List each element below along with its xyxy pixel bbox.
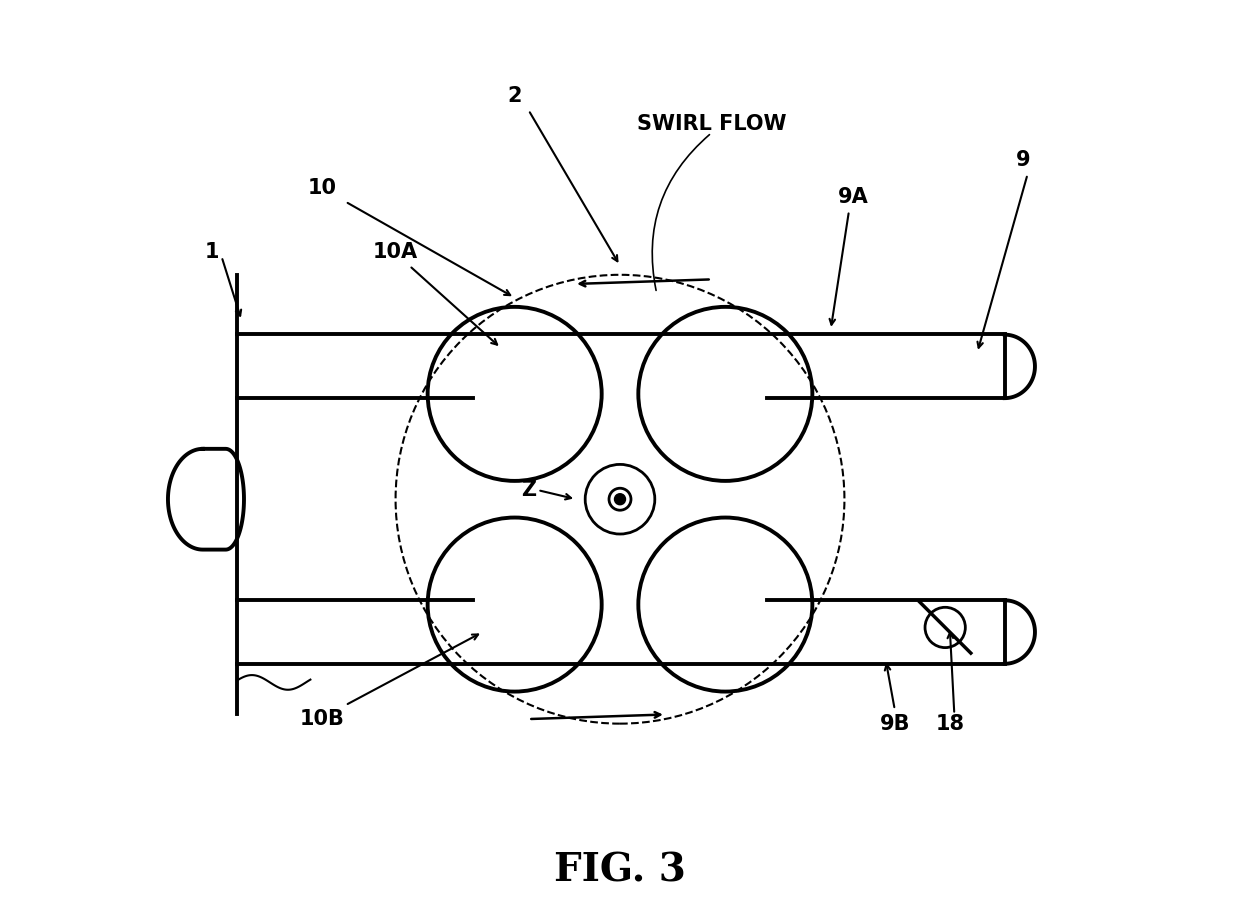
- Text: 9: 9: [1016, 150, 1030, 170]
- Text: 10B: 10B: [300, 709, 345, 729]
- Text: 9A: 9A: [838, 187, 869, 207]
- Text: 10: 10: [308, 178, 337, 198]
- Text: SWIRL FLOW: SWIRL FLOW: [637, 114, 786, 134]
- Circle shape: [615, 494, 625, 505]
- Text: 18: 18: [935, 714, 965, 734]
- Text: 10A: 10A: [373, 242, 418, 262]
- Text: 9B: 9B: [879, 714, 910, 734]
- Text: Z: Z: [521, 480, 536, 500]
- Text: 2: 2: [507, 86, 522, 106]
- Text: FIG. 3: FIG. 3: [554, 851, 686, 889]
- Text: 1: 1: [205, 242, 219, 262]
